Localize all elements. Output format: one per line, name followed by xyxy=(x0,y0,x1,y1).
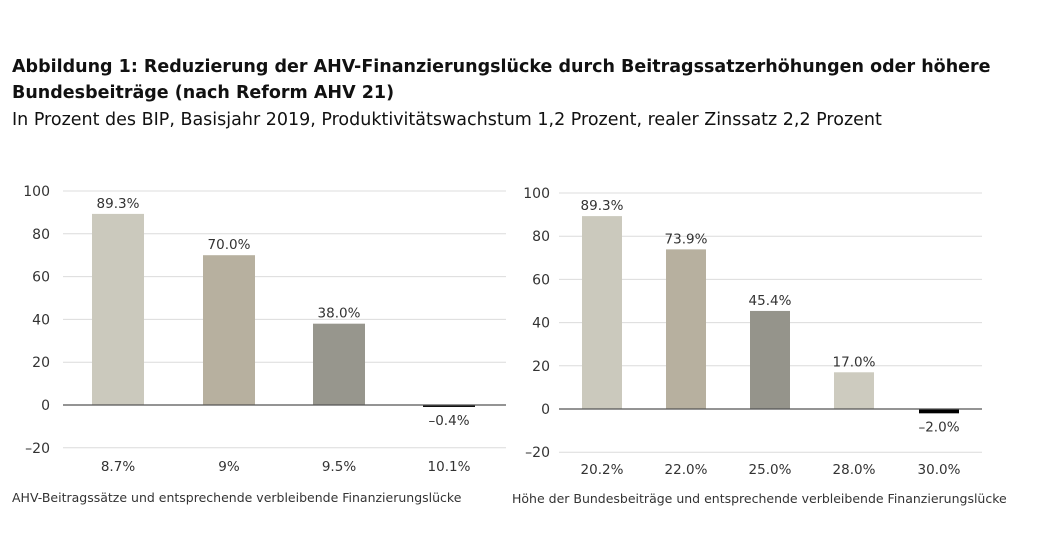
figure-subtitle: In Prozent des BIP, Basisjahr 2019, Prod… xyxy=(12,110,882,130)
bar-8.7% xyxy=(92,213,144,405)
data-label: 89.3% xyxy=(97,196,140,212)
x-tick-label: 8.7% xyxy=(101,459,135,475)
x-tick-label: 9% xyxy=(218,459,240,475)
y-tick-label: 80 xyxy=(532,229,550,245)
x-tick-label: 25.0% xyxy=(749,462,792,478)
x-tick-label: 22.0% xyxy=(665,462,708,478)
y-tick-label: 20 xyxy=(532,359,550,375)
y-tick-label: 40 xyxy=(32,312,50,328)
y-tick-label: 40 xyxy=(532,316,550,332)
bar-9.5% xyxy=(313,323,365,405)
data-label: 73.9% xyxy=(665,231,708,247)
data-label: –0.4% xyxy=(428,413,469,429)
y-tick-label: 20 xyxy=(32,355,50,371)
bar-22.0% xyxy=(666,249,706,409)
bar-10.1% xyxy=(423,405,475,407)
y-tick-label: 0 xyxy=(541,402,550,418)
bar-20.2% xyxy=(582,216,622,409)
data-label: 38.0% xyxy=(318,306,361,322)
y-tick-label: 60 xyxy=(532,272,550,288)
figure-title-line1: Abbildung 1: Reduzierung der AHV-Finanzi… xyxy=(12,57,991,77)
x-tick-label: 10.1% xyxy=(428,459,471,475)
y-tick-label: 60 xyxy=(32,270,50,286)
data-label: 89.3% xyxy=(581,198,624,214)
x-tick-label: 30.0% xyxy=(918,462,961,478)
y-tick-label: 100 xyxy=(23,184,50,200)
figure-title-line2: Bundesbeiträge (nach Reform AHV 21) xyxy=(12,83,395,103)
y-tick-label: –20 xyxy=(25,441,50,457)
bar-25.0% xyxy=(750,310,790,409)
x-tick-label: 20.2% xyxy=(581,462,624,478)
x-tick-label: 28.0% xyxy=(833,462,876,478)
x-axis-label: AHV-Beitragssätze und entsprechende verb… xyxy=(12,490,462,505)
x-axis-label: Höhe der Bundesbeiträge und entsprechend… xyxy=(512,491,1007,506)
data-label: 70.0% xyxy=(208,237,251,253)
bar-9% xyxy=(203,255,255,405)
y-tick-label: –20 xyxy=(525,445,550,461)
y-tick-label: 100 xyxy=(523,186,550,202)
data-label: –2.0% xyxy=(918,419,959,435)
x-tick-label: 9.5% xyxy=(322,459,356,475)
data-label: 17.0% xyxy=(833,354,876,370)
y-tick-label: 0 xyxy=(41,398,50,414)
bar-30.0% xyxy=(919,409,959,414)
bar-28.0% xyxy=(834,372,874,409)
data-label: 45.4% xyxy=(749,293,792,309)
y-tick-label: 80 xyxy=(32,227,50,243)
figure-title: Abbildung 1: Reduzierung der AHV-Finanzi… xyxy=(12,54,991,106)
